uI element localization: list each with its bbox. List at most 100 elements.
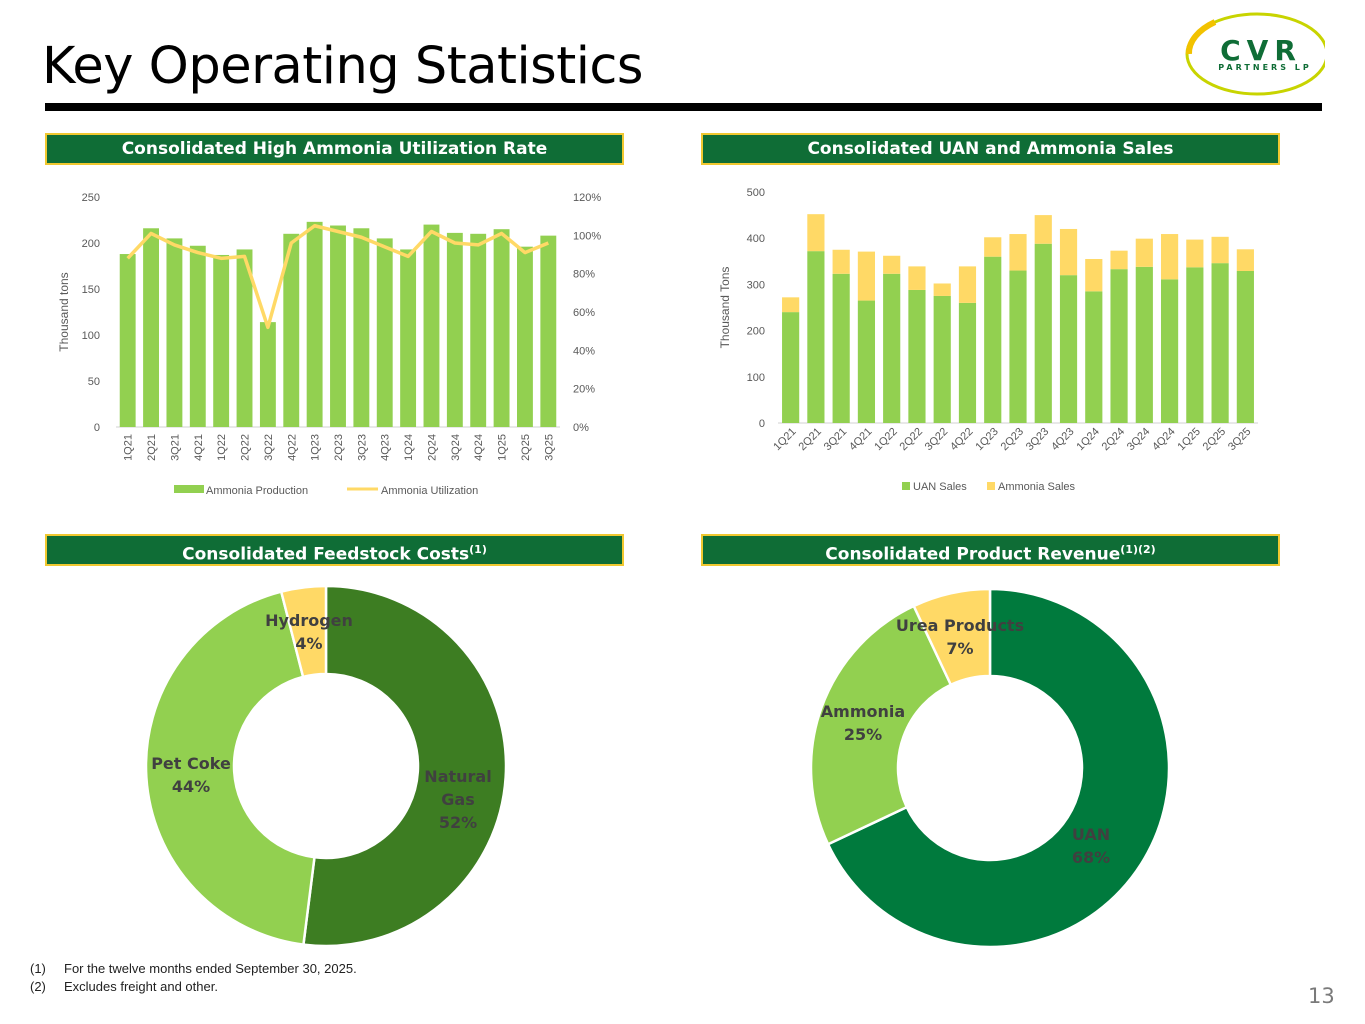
production-bar (446, 232, 463, 427)
production-bar (493, 229, 510, 427)
uan-sales-bar (958, 302, 977, 423)
x-tick-label: 2Q22 (240, 434, 252, 461)
feedstock-slice-label: Hydrogen (265, 611, 353, 630)
uan-sales-bar (1236, 271, 1254, 423)
ammonia-sales-bar (1110, 250, 1128, 270)
ammonia-sales-bar (1009, 234, 1027, 271)
feedstock-slice-value: 44% (172, 777, 210, 796)
x-tick-label: 4Q23 (380, 434, 392, 461)
feedstock-slice-2 (279, 584, 328, 679)
ammonia-sales-bar (958, 266, 977, 303)
utilization-line (126, 224, 549, 330)
ammonia-sales-bar (1085, 258, 1103, 292)
uan-sales-bar (782, 312, 800, 423)
ammonia-sales-bar (1236, 249, 1254, 272)
x-tick-label: 3Q22 (923, 426, 951, 454)
revenue-slice-value: 25% (844, 725, 882, 744)
uan-sales-bar (1186, 267, 1204, 423)
x-tick-label: 4Q24 (1150, 426, 1178, 454)
production-bar (236, 249, 253, 427)
panel-title-feedstock: Consolidated Feedstock Costs (182, 544, 470, 565)
y-tick-label: 300 (747, 279, 765, 291)
uan-sales-bar (832, 273, 850, 423)
ammonia-sales-bar (984, 237, 1002, 257)
revenue-slice-2 (912, 587, 992, 687)
x-tick-label: 3Q23 (1024, 426, 1052, 454)
x-tick-label: 1Q22 (216, 434, 228, 461)
ammonia-sales-bar (883, 255, 901, 274)
feedstock-slice-value: 4% (295, 634, 322, 653)
uan-sales-bar (1135, 266, 1153, 423)
page-number: 13 (1308, 984, 1335, 1008)
x-tick-label: 4Q22 (286, 434, 298, 461)
x-tick-label: 1Q23 (310, 434, 322, 461)
legend-label-utilization: Ammonia Utilization (381, 485, 478, 497)
x-tick-label: 2Q24 (1100, 426, 1128, 454)
y-tick-label: 0 (94, 422, 100, 434)
production-bar (376, 238, 393, 427)
y2-tick-label: 40% (573, 345, 595, 357)
x-tick-label: 3Q25 (543, 434, 555, 461)
ammonia-sales-bar (1186, 239, 1204, 268)
legend-swatch-production (174, 485, 204, 493)
y-tick-label: 500 (747, 187, 765, 199)
x-tick-label: 2Q22 (898, 426, 926, 454)
ammonia-sales-bar (933, 283, 951, 296)
production-bar (540, 235, 557, 427)
production-bar (283, 233, 300, 427)
production-bar (166, 238, 183, 427)
x-tick-label: 1Q24 (1074, 426, 1102, 454)
ammonia-sales-bar (1135, 238, 1153, 267)
cvr-logo: CVR PARTNERS LP (1185, 12, 1325, 96)
revenue-slice-label: UAN (1072, 825, 1110, 844)
x-tick-label: 3Q24 (1125, 426, 1153, 454)
uan-sales-bar (857, 300, 876, 423)
y2-tick-label: 120% (573, 192, 601, 204)
production-bar (143, 228, 159, 427)
footnote-1-text: For the twelve months ended September 30… (64, 961, 357, 976)
production-bar (517, 246, 533, 427)
uan-sales-bar (908, 289, 926, 423)
ammonia-sales-bar (1059, 228, 1078, 276)
production-bar (353, 228, 370, 427)
title-divider (45, 103, 1322, 111)
panel-header-revenue: Consolidated Product Revenue(1)(2) (701, 534, 1280, 566)
production-bar (470, 233, 487, 427)
uan-sales-bar (1034, 243, 1052, 423)
footnote-ref-feedstock: (1) (469, 543, 487, 556)
x-tick-label: 4Q21 (847, 426, 875, 454)
ammonia-sales-bar (908, 266, 926, 290)
production-bar (306, 221, 323, 427)
y-tick-label: 400 (747, 233, 765, 245)
uan-sales-bar (933, 295, 951, 423)
x-tick-label: 4Q22 (948, 426, 976, 454)
ammonia-sales-bar (832, 249, 850, 274)
x-tick-label: 1Q21 (771, 426, 799, 454)
y-tick-label: 100 (747, 372, 765, 384)
ammonia-sales-bar (1160, 234, 1179, 280)
ammonia-sales-bar (782, 297, 800, 313)
panel-title-revenue: Consolidated Product Revenue (825, 544, 1121, 565)
x-tick-label: 2Q24 (426, 434, 438, 461)
logo-text: CVR (1220, 34, 1302, 67)
x-tick-label: 1Q24 (403, 434, 415, 461)
x-tick-label: 3Q21 (169, 434, 181, 461)
x-tick-label: 2Q21 (146, 434, 158, 461)
production-bar (189, 245, 206, 427)
x-tick-label: 2Q25 (1201, 426, 1229, 454)
y-tick-label: 0 (759, 418, 765, 430)
legend-label-ammonia: Ammonia Sales (998, 481, 1076, 493)
x-tick-label: 4Q21 (193, 434, 205, 461)
uan-sales-bar (1211, 263, 1229, 423)
x-tick-label: 3Q21 (822, 426, 850, 454)
production-bar (423, 224, 440, 427)
x-tick-label: 3Q23 (356, 434, 368, 461)
production-bar (259, 322, 276, 427)
footnote-1-num: (1) (30, 961, 46, 976)
footnote-ref-revenue: (1)(2) (1120, 543, 1156, 556)
y-tick-label: 100 (82, 330, 100, 342)
x-tick-label: 2Q23 (999, 426, 1027, 454)
y-tick-label: 200 (82, 238, 100, 250)
footnote-2-num: (2) (30, 979, 46, 994)
x-tick-label: 2Q23 (333, 434, 345, 461)
